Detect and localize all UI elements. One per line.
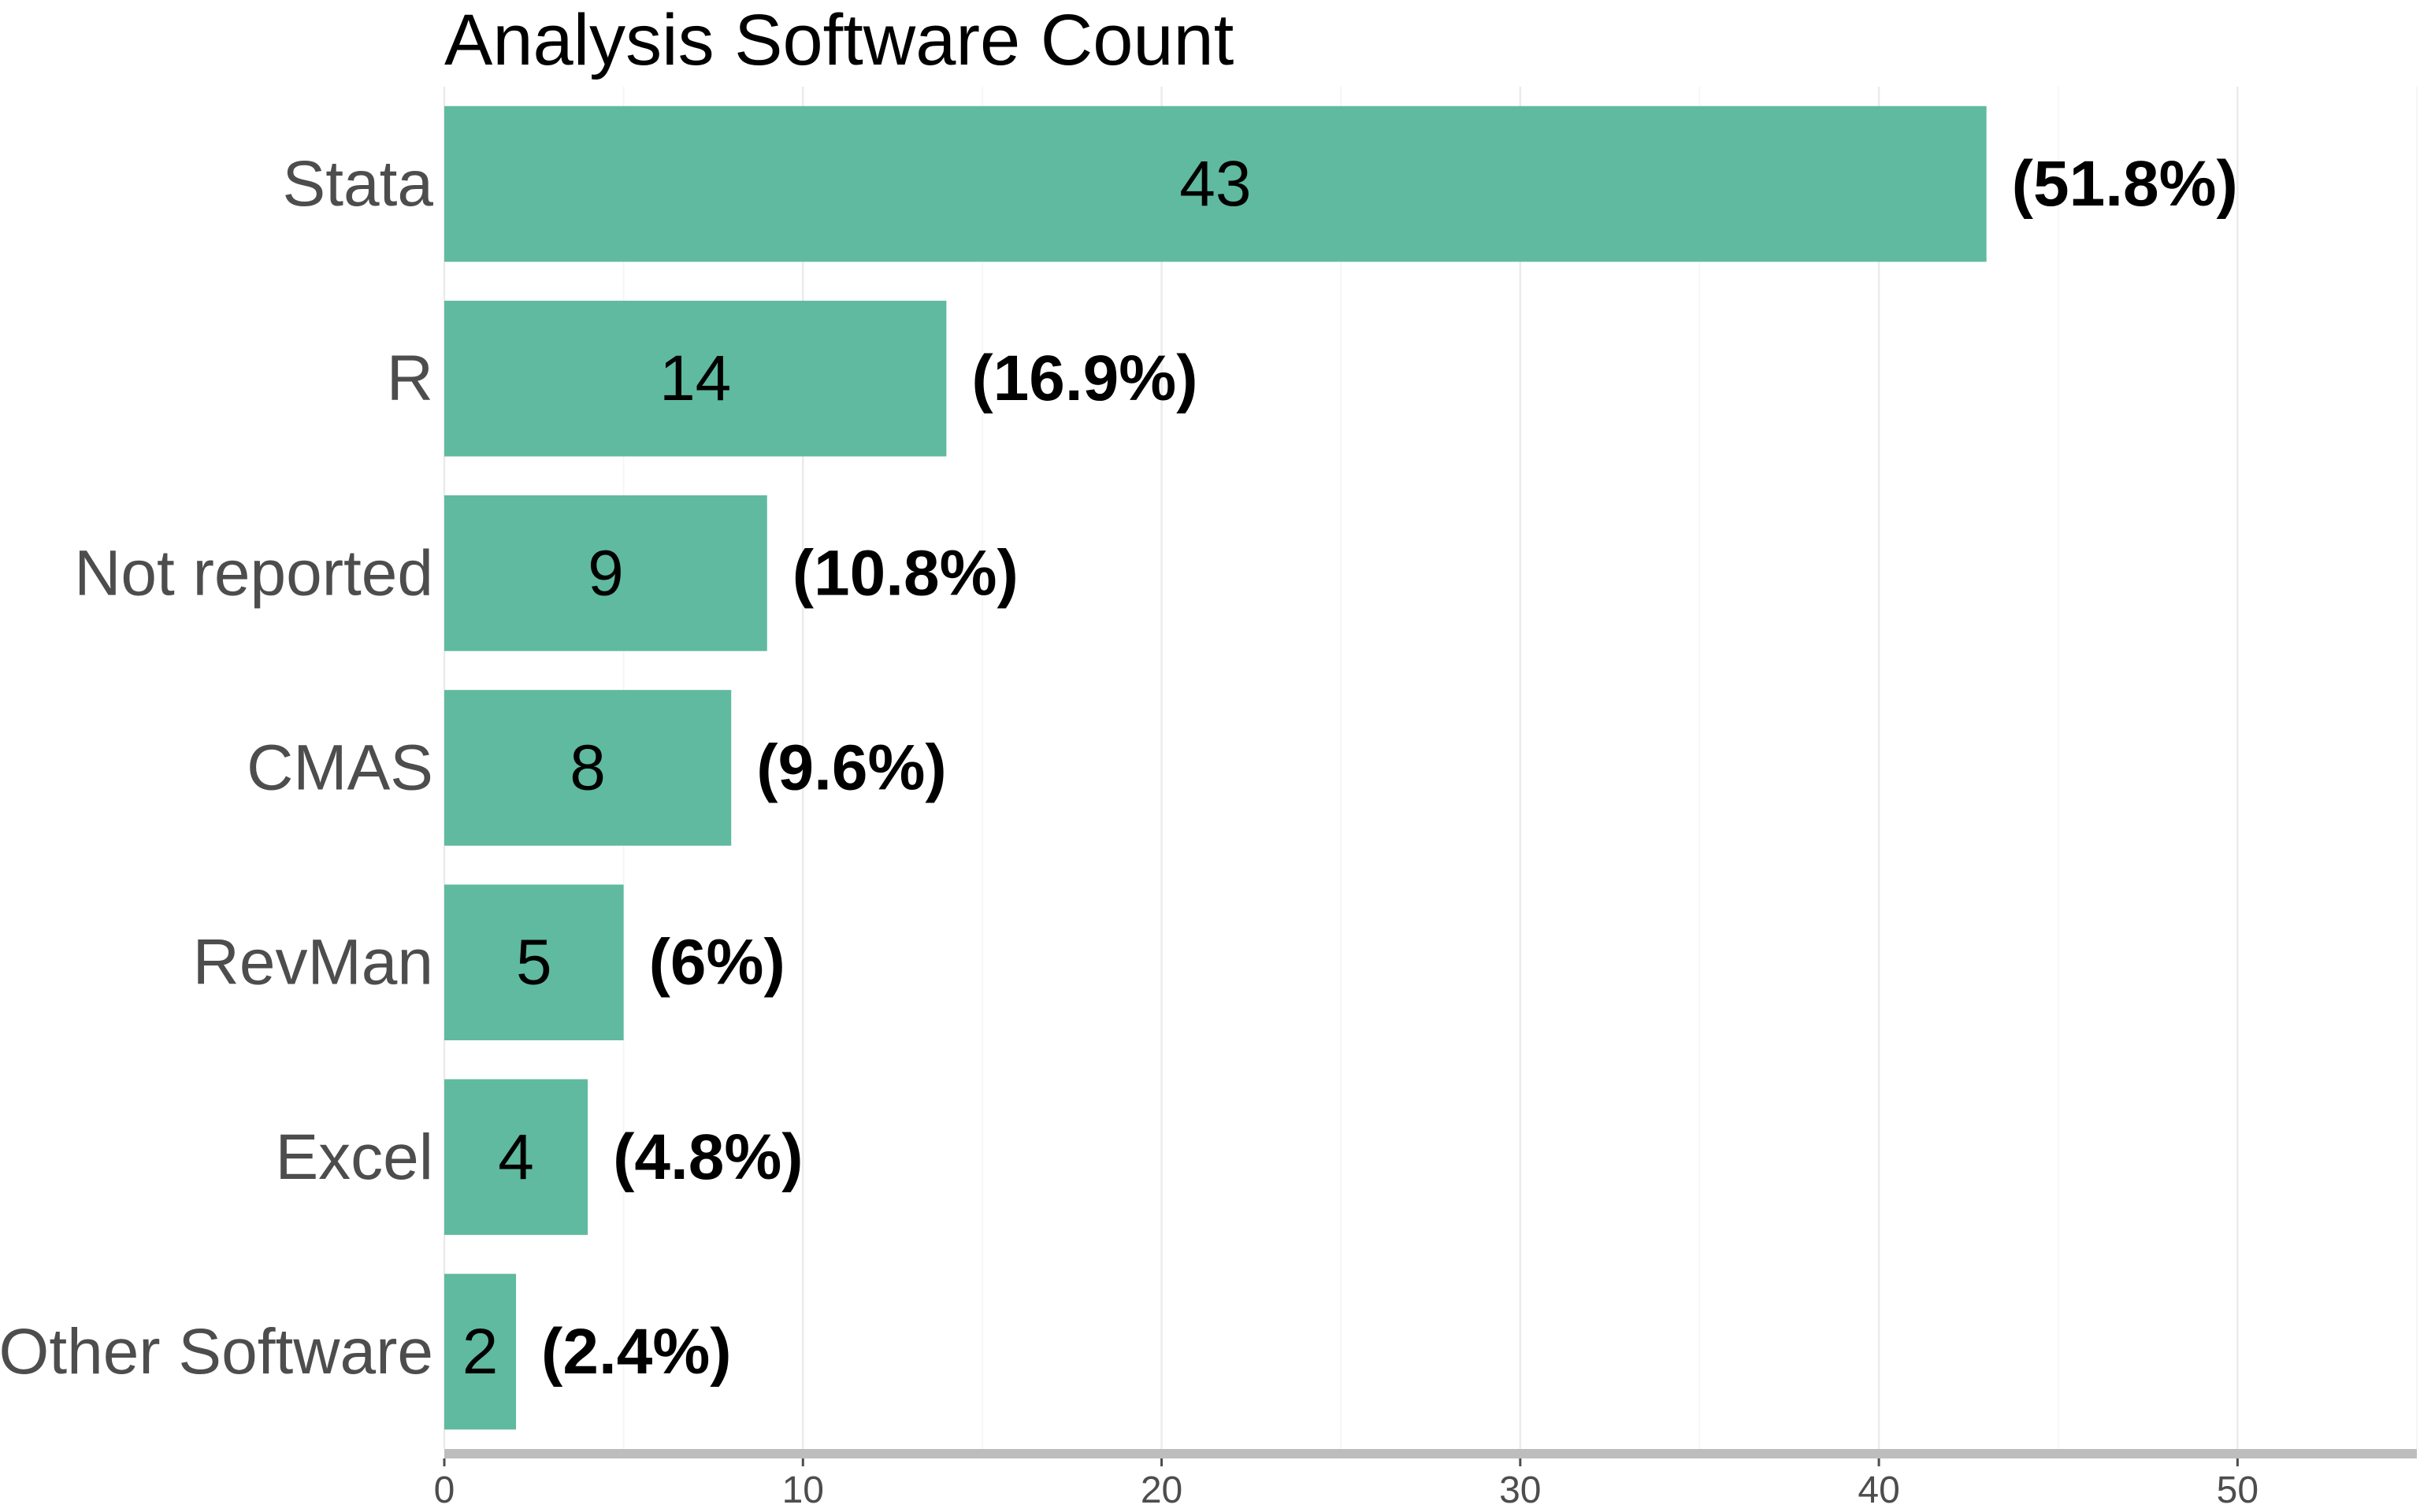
bar bbox=[444, 300, 947, 457]
category-label: Other Software bbox=[0, 1316, 433, 1388]
category-label: Stata bbox=[283, 148, 434, 220]
bar bbox=[444, 1273, 517, 1430]
x-tick-label: 0 bbox=[434, 1469, 455, 1511]
grid-lines bbox=[443, 87, 2418, 1449]
x-axis-line bbox=[444, 1449, 2417, 1458]
bar-percent-label: (16.9%) bbox=[971, 343, 1197, 414]
bar bbox=[444, 106, 1987, 262]
bar-percent-label: (6%) bbox=[649, 927, 785, 999]
bar-value-label: 8 bbox=[570, 732, 606, 804]
category-label: RevMan bbox=[193, 927, 433, 999]
category-label: CMAS bbox=[247, 732, 433, 804]
x-axis: 0 10 20 30 40 50 bbox=[434, 1449, 2417, 1511]
bar-percent-label: (10.8%) bbox=[792, 537, 1019, 609]
bar-percent-label: (2.4%) bbox=[541, 1316, 732, 1388]
x-tick-label: 10 bbox=[782, 1469, 824, 1511]
bar-value-label: 4 bbox=[498, 1121, 534, 1193]
bar bbox=[444, 690, 732, 846]
x-tick-label: 20 bbox=[1141, 1469, 1182, 1511]
bar bbox=[444, 495, 767, 651]
x-tick-label: 50 bbox=[2217, 1469, 2259, 1511]
category-label: Not reported bbox=[74, 537, 433, 609]
bars: 43 (51.8%) Stata 14 (16.9%) R 9 (10.8%) Not repo… bbox=[0, 106, 2238, 1430]
bar bbox=[444, 884, 624, 1040]
x-tick-label: 40 bbox=[1858, 1469, 1899, 1511]
bar-value-label: 43 bbox=[1179, 148, 1251, 220]
bar-value-label: 2 bbox=[462, 1316, 499, 1388]
bar-percent-label: (4.8%) bbox=[613, 1121, 804, 1193]
bar bbox=[444, 1079, 588, 1236]
category-label: Excel bbox=[275, 1121, 433, 1193]
bar-percent-label: (9.6%) bbox=[756, 732, 947, 804]
bar-value-label: 14 bbox=[659, 343, 731, 414]
chart-title: Analysis Software Count bbox=[444, 0, 1234, 80]
bar-percent-label: (51.8%) bbox=[2012, 148, 2238, 220]
x-tick-label: 30 bbox=[1499, 1469, 1541, 1511]
bar-value-label: 5 bbox=[516, 927, 552, 999]
category-label: R bbox=[387, 343, 433, 414]
bar-value-label: 9 bbox=[588, 537, 624, 609]
